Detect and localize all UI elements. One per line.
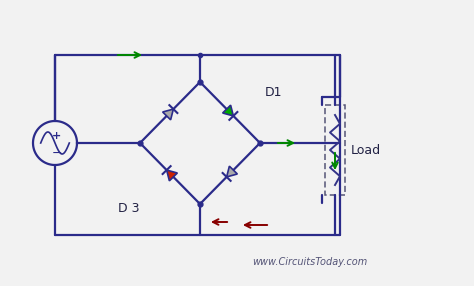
Text: D 3: D 3 bbox=[118, 202, 139, 215]
Polygon shape bbox=[167, 170, 177, 181]
Polygon shape bbox=[163, 109, 173, 120]
Text: Load: Load bbox=[351, 144, 381, 156]
Polygon shape bbox=[223, 105, 233, 116]
Bar bbox=[325, 105, 345, 195]
Text: www.CircuitsToday.com: www.CircuitsToday.com bbox=[252, 257, 368, 267]
Polygon shape bbox=[227, 166, 237, 177]
Text: +: + bbox=[52, 131, 62, 141]
Text: D1: D1 bbox=[265, 86, 283, 99]
Text: −: − bbox=[52, 146, 62, 160]
